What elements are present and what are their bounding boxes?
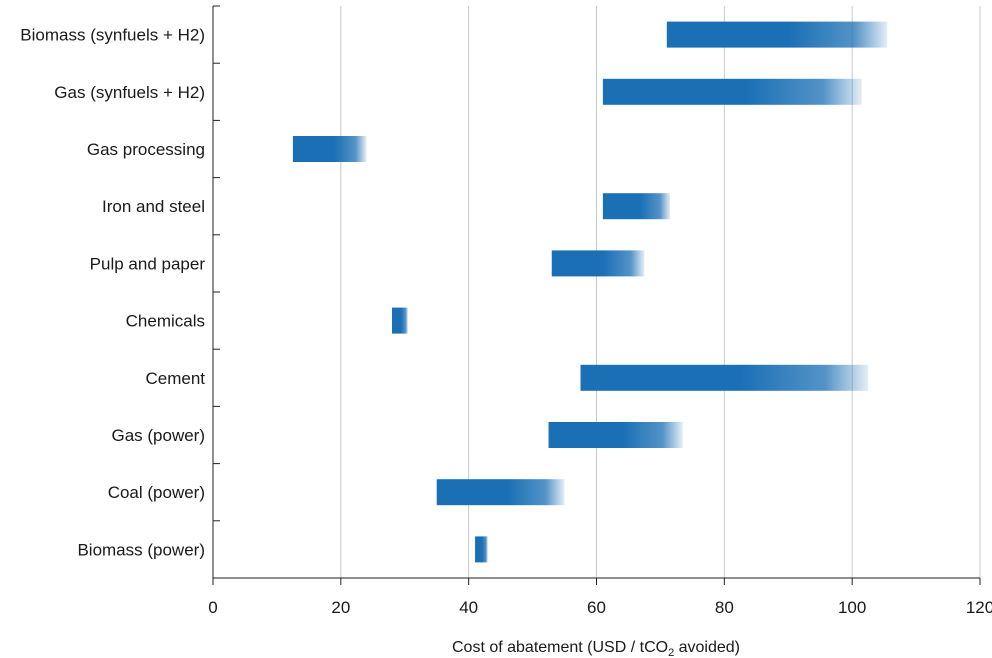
category-label: Pulp and paper xyxy=(90,254,206,273)
bar-biomass-synfuels-h2 xyxy=(666,21,888,48)
bar-cement xyxy=(580,364,869,391)
bar-chemicals xyxy=(391,307,408,334)
category-label: Biomass (power) xyxy=(77,540,205,559)
x-axis-title-prefix: Cost of abatement (USD / tCO xyxy=(452,639,668,656)
category-label: Iron and steel xyxy=(102,197,205,216)
x-tick-label: 100 xyxy=(838,598,866,617)
category-label: Biomass (synfuels + H2) xyxy=(20,26,205,45)
x-tick-label: 20 xyxy=(331,598,350,617)
category-label: Chemicals xyxy=(126,312,205,331)
x-axis-title-subscript: 2 xyxy=(668,647,674,658)
x-tick-label: 120 xyxy=(966,598,992,617)
x-tick-label: 60 xyxy=(587,598,606,617)
bar-gas-processing xyxy=(292,136,367,162)
category-label: Gas processing xyxy=(87,140,205,159)
x-tick-label: 80 xyxy=(715,598,734,617)
bar-iron-and-steel xyxy=(602,193,671,220)
x-tick-labels: 0 20 40 60 80 100 120 xyxy=(208,578,992,617)
category-label: Coal (power) xyxy=(108,483,205,502)
bars xyxy=(292,21,888,563)
x-tick-label: 0 xyxy=(208,598,217,617)
bar-biomass-power xyxy=(475,536,488,563)
x-axis-title-suffix: avoided) xyxy=(674,639,740,656)
category-label: Cement xyxy=(145,369,205,388)
x-axis-title: Cost of abatement (USD / tCO2 avoided) xyxy=(452,639,740,658)
x-tick-label: 40 xyxy=(459,598,478,617)
bar-coal-power xyxy=(436,479,565,506)
bar-pulp-and-paper xyxy=(551,250,645,277)
category-labels: Biomass (synfuels + H2) Gas (synfuels + H… xyxy=(20,26,205,560)
bar-gas-synfuels-h2 xyxy=(602,78,862,105)
category-label: Gas (synfuels + H2) xyxy=(54,83,205,102)
bar-gas-power xyxy=(548,422,683,448)
category-label: Gas (power) xyxy=(111,426,205,445)
